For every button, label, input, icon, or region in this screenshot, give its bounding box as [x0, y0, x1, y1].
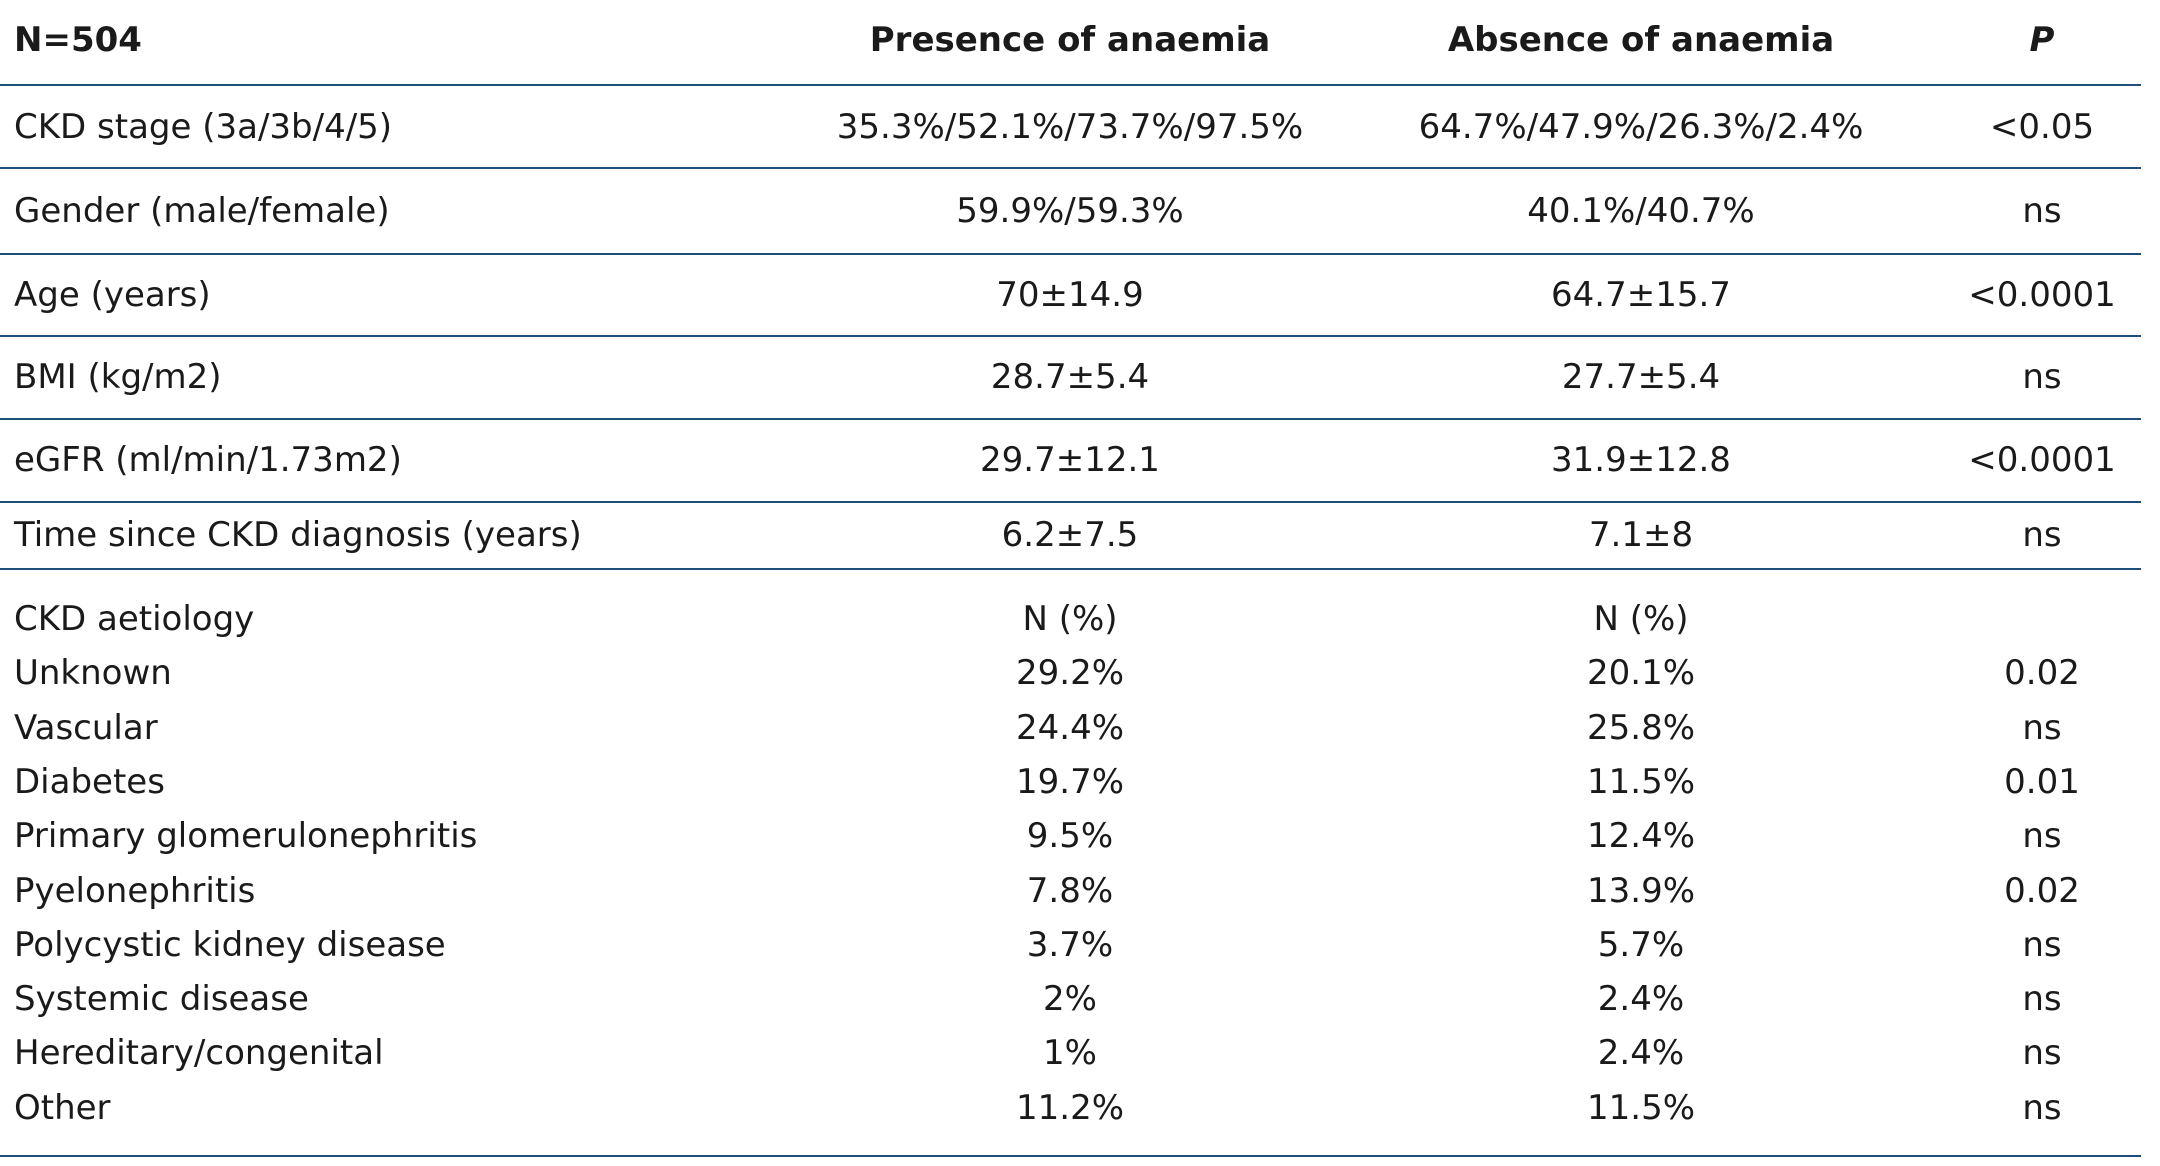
- row-label: eGFR (ml/min/1.73m2): [14, 440, 402, 480]
- p-value: <0.0001: [1968, 440, 2116, 480]
- absence-value: N (%): [1593, 599, 1689, 639]
- rule: [0, 568, 2141, 570]
- row-label: Age (years): [14, 275, 211, 315]
- rule: [0, 1155, 2141, 1157]
- header-cell: N=504: [14, 20, 142, 60]
- presence-value: 6.2±7.5: [1001, 515, 1139, 555]
- row-label: BMI (kg/m2): [14, 357, 222, 397]
- presence-value: 59.9%/59.3%: [956, 191, 1184, 231]
- row-label: Gender (male/female): [14, 191, 390, 231]
- p-value: 0.02: [2004, 653, 2080, 694]
- row-label: Primary glomerulonephritis: [14, 816, 478, 857]
- absence-value: 12.4%: [1586, 816, 1696, 857]
- presence-value: N (%): [1022, 599, 1118, 639]
- absence-value: 40.1%/40.7%: [1527, 191, 1755, 231]
- p-value: ns: [2022, 1033, 2062, 1074]
- p-value: ns: [2022, 1087, 2062, 1128]
- rule: [0, 335, 2141, 337]
- row-label: Diabetes: [14, 761, 165, 802]
- presence-value: 28.7±5.4: [990, 357, 1150, 397]
- presence-value: 24.4%: [1015, 707, 1125, 748]
- presence-value: 35.3%/52.1%/73.7%/97.5%: [836, 107, 1304, 147]
- presence-value: 1%: [1043, 1033, 1097, 1074]
- header-cell: P: [2029, 20, 2055, 60]
- presence-value: 7.8%: [1026, 870, 1114, 911]
- row-label: CKD aetiology: [14, 599, 255, 639]
- presence-value: 11.2%: [1015, 1087, 1125, 1128]
- absence-value: 5.7%: [1597, 924, 1685, 965]
- row-label: Pyelonephritis: [14, 870, 256, 911]
- absence-value: 7.1±8: [1588, 515, 1694, 555]
- absence-value: 13.9%: [1586, 870, 1696, 911]
- absence-value: 11.5%: [1586, 761, 1696, 802]
- row-label: Systemic disease: [14, 979, 309, 1020]
- row-label: Vascular: [14, 707, 158, 748]
- presence-value: 9.5%: [1026, 816, 1114, 857]
- row-label: Time since CKD diagnosis (years): [14, 515, 582, 555]
- p-value: ns: [2022, 357, 2062, 397]
- absence-value: 20.1%: [1586, 653, 1696, 694]
- rule: [0, 418, 2141, 420]
- p-value: ns: [2022, 924, 2062, 965]
- header-cell: Absence of anaemia: [1447, 20, 1835, 60]
- row-label: Other: [14, 1087, 111, 1128]
- p-value: 0.02: [2004, 870, 2080, 911]
- absence-value: 11.5%: [1586, 1087, 1696, 1128]
- p-value: ns: [2022, 979, 2062, 1020]
- rule: [0, 167, 2141, 169]
- row-label: Unknown: [14, 653, 172, 694]
- rule: [0, 84, 2141, 86]
- row-label: Hereditary/congenital: [14, 1033, 384, 1074]
- p-value: ns: [2022, 191, 2062, 231]
- absence-value: 2.4%: [1597, 1033, 1685, 1074]
- p-value: <0.05: [1989, 107, 2095, 147]
- presence-value: 19.7%: [1015, 761, 1125, 802]
- p-value: ns: [2022, 515, 2062, 555]
- header-cell: Presence of anaemia: [869, 20, 1271, 60]
- rule: [0, 501, 2141, 503]
- row-label: Polycystic kidney disease: [14, 924, 446, 965]
- p-value: <0.0001: [1968, 275, 2116, 315]
- p-value: ns: [2022, 707, 2062, 748]
- presence-value: 70±14.9: [996, 275, 1144, 315]
- presence-value: 29.2%: [1015, 653, 1125, 694]
- row-label: CKD stage (3a/3b/4/5): [14, 107, 393, 147]
- absence-value: 27.7±5.4: [1561, 357, 1721, 397]
- p-value: 0.01: [2004, 761, 2080, 802]
- absence-value: 31.9±12.8: [1551, 440, 1731, 480]
- p-value: ns: [2022, 816, 2062, 857]
- absence-value: 64.7%/47.9%/26.3%/2.4%: [1418, 107, 1864, 147]
- presence-value: 29.7±12.1: [980, 440, 1160, 480]
- rule: [0, 253, 2141, 255]
- presence-value: 3.7%: [1026, 924, 1114, 965]
- presence-value: 2%: [1043, 979, 1097, 1020]
- absence-value: 2.4%: [1597, 979, 1685, 1020]
- absence-value: 25.8%: [1586, 707, 1696, 748]
- absence-value: 64.7±15.7: [1551, 275, 1731, 315]
